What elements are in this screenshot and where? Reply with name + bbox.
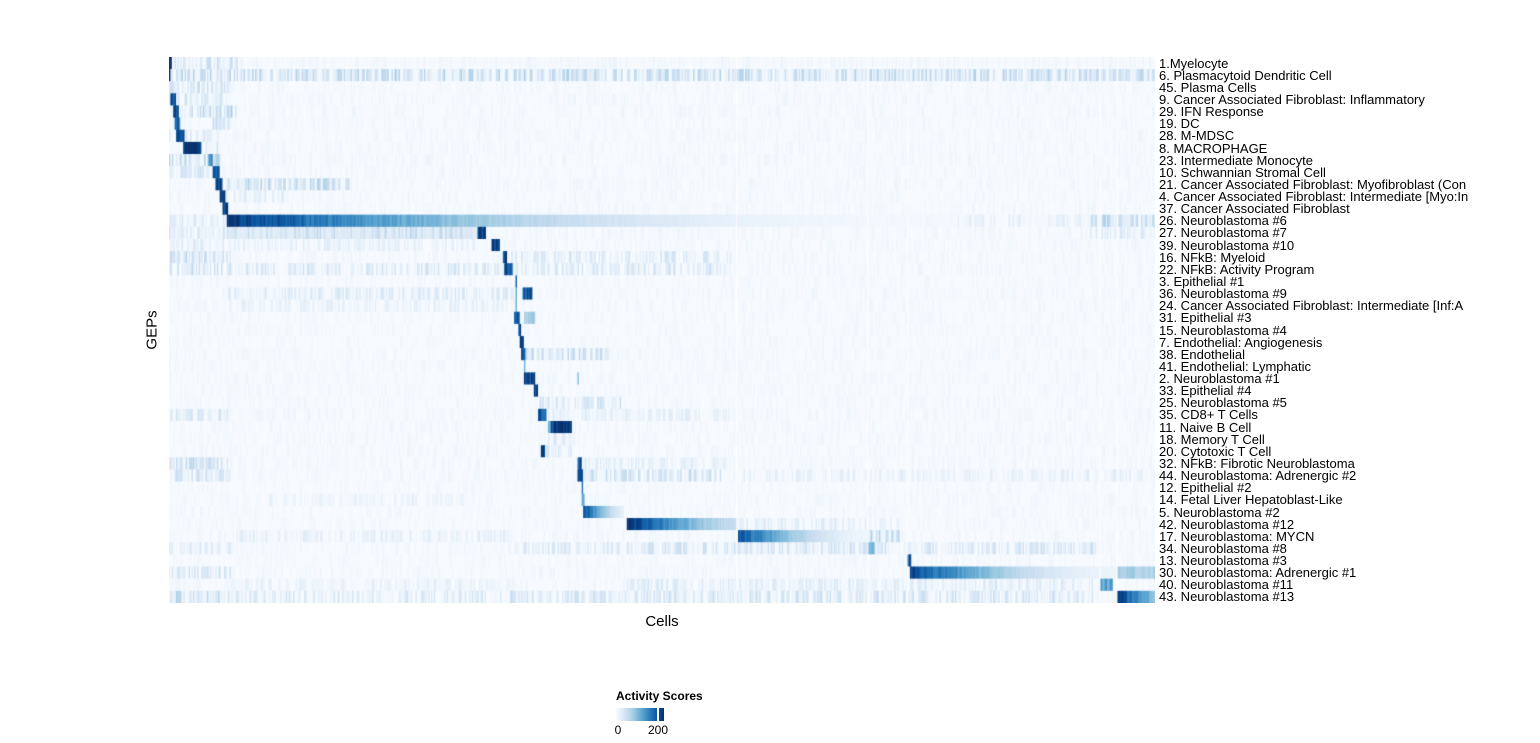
row-label: 11. Naive B Cell: [1159, 419, 1252, 435]
row-label: 17. Neuroblastoma: MYCN: [1159, 528, 1315, 544]
row-label: 30. Neuroblastoma: Adrenergic #1: [1159, 565, 1357, 581]
row-label: 31. Epithelial #3: [1159, 310, 1252, 326]
row-label: 5. Neuroblastoma #2: [1159, 504, 1280, 520]
row-label: 43. Neuroblastoma #13: [1159, 589, 1295, 605]
legend: Activity Scores 0 200: [615, 689, 703, 737]
row-label: 18. Memory T Cell: [1159, 431, 1265, 447]
x-axis-label: Cells: [645, 613, 679, 630]
row-label: 32. NFkB: Fibrotic Neuroblastoma: [1159, 455, 1355, 471]
row-label: 28. M-MDSC: [1159, 128, 1235, 144]
row-label: 37. Cancer Associated Fibroblast: [1159, 201, 1350, 217]
row-label: 9. Cancer Associated Fibroblast: Inflamm…: [1159, 91, 1425, 107]
row-label: 12. Epithelial #2: [1159, 480, 1252, 496]
legend-tick-mark: [657, 708, 659, 721]
row-label: 10. Schwannian Stromal Cell: [1159, 164, 1326, 180]
row-label: 21. Cancer Associated Fibroblast: Myofib…: [1159, 176, 1467, 192]
row-label: 3. Epithelial #1: [1159, 273, 1245, 289]
row-label: 8. MACROPHAGE: [1159, 140, 1268, 156]
row-label: 1.Myelocyte: [1159, 55, 1229, 71]
row-label: 44. Neuroblastoma: Adrenergic #2: [1159, 468, 1357, 484]
row-label: 20. Cytotoxic T Cell: [1159, 443, 1272, 459]
row-label: 29. IFN Response: [1159, 104, 1264, 120]
row-label: 25. Neuroblastoma #5: [1159, 395, 1287, 411]
legend-title: Activity Scores: [616, 689, 703, 703]
row-label: 19. DC: [1159, 116, 1200, 132]
legend-tick-0: 0: [614, 723, 622, 737]
heatmap-canvas: [169, 57, 1155, 603]
row-label: 45. Plasma Cells: [1159, 79, 1257, 95]
row-label: 4. Cancer Associated Fibroblast: Interme…: [1159, 189, 1469, 205]
row-label: 26. Neuroblastoma #6: [1159, 213, 1287, 229]
row-label: 41. Endothelial: Lymphatic: [1159, 358, 1312, 374]
row-label: 13. Neuroblastoma #3: [1159, 553, 1287, 569]
row-label: 22. NFkB: Activity Program: [1159, 261, 1315, 277]
row-label: 27. Neuroblastoma #7: [1159, 225, 1287, 241]
legend-colorbar: [616, 708, 664, 721]
row-label: 23. Intermediate Monocyte: [1159, 152, 1313, 168]
row-labels: 1.Myelocyte 6. Plasmacytoid Dendritic Cel…: [1159, 55, 1540, 605]
row-label: 33. Epithelial #4: [1159, 383, 1252, 399]
row-label: 40. Neuroblastoma #11: [1159, 577, 1294, 593]
row-label: 15. Neuroblastoma #4: [1159, 322, 1287, 338]
row-label: 2. Neuroblastoma #1: [1159, 371, 1280, 387]
row-label: 14. Fetal Liver Hepatoblast-Like: [1159, 492, 1343, 508]
legend-tick-200: 200: [647, 723, 669, 737]
row-label: 34. Neuroblastoma #8: [1159, 540, 1287, 556]
row-label: 38. Endothelial: [1159, 346, 1246, 362]
row-label: 42. Neuroblastoma #12: [1159, 516, 1295, 532]
row-label: 16. NFkB: Myeloid: [1159, 249, 1266, 265]
row-label: 7. Endothelial: Angiogenesis: [1159, 334, 1323, 350]
row-label: 36. Neuroblastoma #9: [1159, 286, 1287, 302]
row-label: 39. Neuroblastoma #10: [1159, 237, 1295, 253]
y-axis-label: GEPs: [143, 310, 161, 350]
row-label: 6. Plasmacytoid Dendritic Cell: [1159, 67, 1332, 83]
row-label: 35. CD8+ T Cells: [1159, 407, 1258, 423]
row-label: 24. Cancer Associated Fibroblast: Interm…: [1159, 298, 1464, 314]
